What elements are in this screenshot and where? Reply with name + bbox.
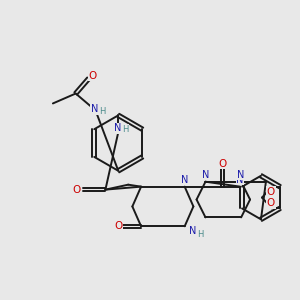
Text: N: N [91,104,98,114]
Text: N: N [236,175,244,185]
Text: O: O [218,159,226,169]
Text: H: H [99,107,106,116]
Text: O: O [267,199,275,208]
Text: O: O [267,187,275,196]
Text: H: H [122,125,128,134]
Text: H: H [197,230,204,239]
Text: N: N [189,226,196,236]
Text: N: N [202,170,209,180]
Text: O: O [114,221,122,231]
Text: O: O [73,184,81,195]
Text: N: N [114,123,121,133]
Text: O: O [88,71,97,81]
Text: N: N [181,175,188,185]
Text: N: N [238,170,245,180]
